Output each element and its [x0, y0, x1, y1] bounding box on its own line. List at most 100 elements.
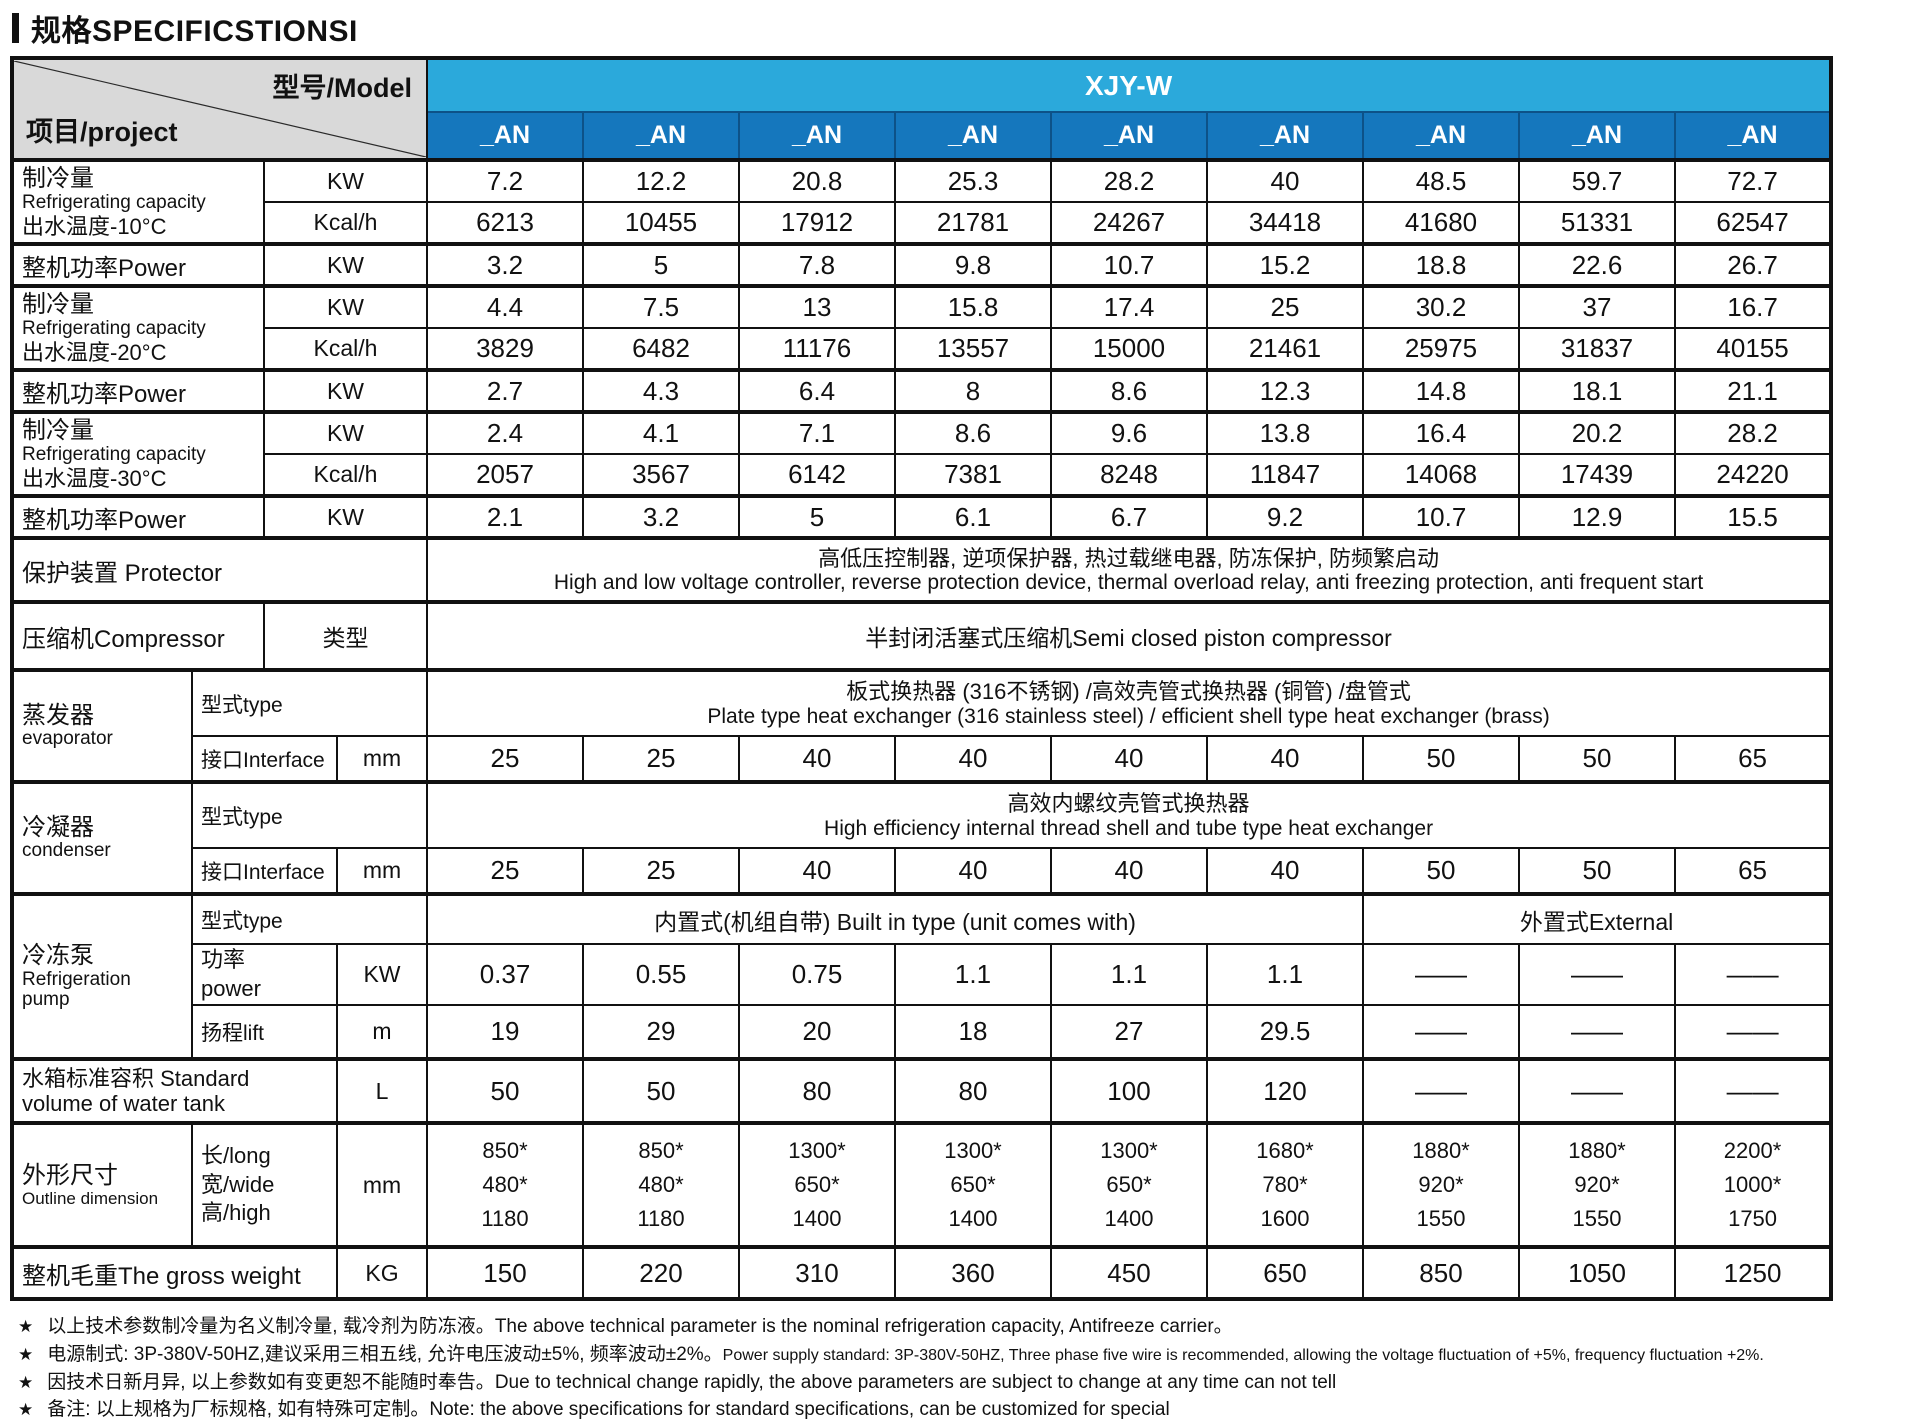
- value-cell: 24220: [1673, 453, 1833, 497]
- unit-cell: mm: [336, 735, 428, 783]
- table-row: 外形尺寸 Outline dimension 长/long 宽/wide 高/h…: [11, 1121, 1833, 1249]
- value-cell: 8248: [1050, 453, 1208, 497]
- series-banner: XJY-W: [425, 57, 1833, 113]
- evaporator-type-value: 板式换热器 (316不锈钢) /高效壳管式换热器 (铜管) /盘管式 Plate…: [425, 668, 1833, 737]
- value-cell: 2200* 1000* 1750: [1673, 1121, 1833, 1249]
- model-column-header: _AN: [894, 111, 1052, 161]
- pump-external-cell: 外置式External: [1361, 892, 1833, 945]
- diagonal-divider-line: [14, 61, 426, 157]
- value-cell: 1300* 650* 1400: [1050, 1121, 1208, 1249]
- unit-cell: KW: [263, 158, 428, 203]
- footnote-line: ★ 因技术日新月异, 以上参数如有变更恕不能随时奉告。Due to techni…: [18, 1371, 1337, 1393]
- pump-power-label: 功率 power: [191, 942, 338, 1007]
- unit-cell: m: [336, 1004, 428, 1061]
- value-cell: 6142: [738, 453, 896, 497]
- specifications-table: 型号/Model 项目/project XJY-W _AN _AN _AN _A…: [10, 56, 1834, 1302]
- value-cell: 40: [1206, 158, 1364, 203]
- value-cell: 10.7: [1362, 494, 1520, 539]
- value-cell: 25: [426, 735, 584, 783]
- label-water-tank: 水箱标准容积 Standard volume of water tank: [11, 1057, 338, 1125]
- value-cell: ——: [1518, 1004, 1676, 1061]
- value-cell: 1.1: [1050, 942, 1208, 1007]
- header-row-variants: _AN _AN _AN _AN _AN _AN _AN _AN _AN: [12, 111, 1833, 161]
- label-compressor: 压缩机Compressor: [11, 600, 265, 671]
- value-cell: 11847: [1206, 453, 1364, 497]
- compressor-type-label: 类型: [263, 600, 428, 671]
- value-cell: 50: [1362, 847, 1520, 895]
- value-cell: 20.2: [1518, 410, 1676, 455]
- table-row: 水箱标准容积 Standard volume of water tank L 5…: [11, 1057, 1833, 1125]
- value-cell: 14.8: [1362, 368, 1520, 413]
- value-cell: 310: [738, 1245, 896, 1301]
- value-cell: 13.8: [1206, 410, 1364, 455]
- value-cell: 17.4: [1050, 284, 1208, 329]
- value-cell: 40: [1050, 735, 1208, 783]
- label-power-minus30: 整机功率Power: [11, 494, 265, 539]
- value-cell: 0.55: [582, 942, 740, 1007]
- unit-cell: mm: [336, 847, 428, 895]
- table-row: 制冷量 Refrigerating capacity 出水温度-10°C KW …: [11, 158, 1833, 245]
- table-row: 制冷量 Refrigerating capacity 出水温度-20°C KW …: [11, 284, 1833, 371]
- value-cell: 8.6: [894, 410, 1052, 455]
- compressor-value-cell: 半封闭活塞式压缩机Semi closed piston compressor: [425, 600, 1833, 671]
- value-cell: 40: [1050, 847, 1208, 895]
- value-cell: 80: [894, 1057, 1052, 1125]
- value-cell: 7.5: [582, 284, 740, 329]
- value-cell: 1.1: [894, 942, 1052, 1007]
- model-column-header: _AN: [1362, 111, 1520, 161]
- title-accent-bar: [12, 13, 19, 43]
- value-cell: 850* 480* 1180: [582, 1121, 740, 1249]
- value-cell: 17912: [738, 201, 896, 245]
- table-row: Kcal/h 2057 3567 6142 7381 8248 11847 14…: [12, 453, 1833, 497]
- value-cell: 4.1: [582, 410, 740, 455]
- value-cell: 50: [426, 1057, 584, 1125]
- value-cell: 28.2: [1673, 410, 1833, 455]
- value-cell: 80: [738, 1057, 896, 1125]
- unit-cell: L: [336, 1057, 428, 1125]
- value-cell: 21781: [894, 201, 1052, 245]
- table-row: 制冷量 Refrigerating capacity 出水温度-30°C KW …: [11, 410, 1833, 497]
- value-cell: 16.4: [1362, 410, 1520, 455]
- value-cell: 4.4: [426, 284, 584, 329]
- value-cell: 65: [1673, 847, 1833, 895]
- value-cell: 40: [738, 847, 896, 895]
- table-row: 扬程lift m 19 29 20 18 27 29.5 —— —— ——: [12, 1004, 1833, 1061]
- star-bullet-icon: ★: [18, 1372, 34, 1392]
- value-cell: ——: [1362, 1057, 1520, 1125]
- value-cell: 6213: [426, 201, 584, 245]
- value-cell: 10.7: [1050, 242, 1208, 287]
- value-cell: ——: [1362, 942, 1520, 1007]
- value-cell: 4.3: [582, 368, 740, 413]
- model-column-header: _AN: [1518, 111, 1676, 161]
- value-cell: 48.5: [1362, 158, 1520, 203]
- value-cell: 37: [1518, 284, 1676, 329]
- diagonal-header-cell: 型号/Model 项目/project: [11, 57, 428, 161]
- model-column-header: _AN: [1206, 111, 1364, 161]
- value-cell: 15.2: [1206, 242, 1364, 287]
- value-cell: 6.4: [738, 368, 896, 413]
- value-cell: 20: [738, 1004, 896, 1061]
- value-cell: 3829: [426, 327, 584, 371]
- pump-type-label: 型式type: [191, 892, 428, 945]
- value-cell: 1880* 920* 1550: [1518, 1121, 1676, 1249]
- table-row: 接口Interface mm 25 25 40 40 40 40 50 50 6…: [12, 847, 1833, 895]
- value-cell: 25: [582, 735, 740, 783]
- unit-cell: KW: [336, 942, 428, 1007]
- table-row: Kcal/h 3829 6482 11176 13557 15000 21461…: [12, 327, 1833, 371]
- value-cell: 13557: [894, 327, 1052, 371]
- model-column-header: _AN: [1050, 111, 1208, 161]
- unit-cell: KW: [263, 410, 428, 455]
- value-cell: 40: [738, 735, 896, 783]
- value-cell: 12.2: [582, 158, 740, 203]
- label-outline-dimension: 外形尺寸 Outline dimension: [11, 1121, 193, 1249]
- model-column-header: _AN: [1673, 111, 1833, 161]
- value-cell: 9.2: [1206, 494, 1364, 539]
- value-cell: 2.7: [426, 368, 584, 413]
- value-cell: 18.1: [1518, 368, 1676, 413]
- footnote-line: ★ 备注: 以上规格为厂标规格, 如有特殊可定制。Note: the above…: [18, 1399, 1170, 1421]
- model-header-label: 型号/Model: [272, 73, 413, 103]
- model-column-header: _AN: [738, 111, 896, 161]
- value-cell: 1680* 780* 1600: [1206, 1121, 1364, 1249]
- label-capacity-minus10: 制冷量 Refrigerating capacity 出水温度-10°C: [11, 158, 265, 245]
